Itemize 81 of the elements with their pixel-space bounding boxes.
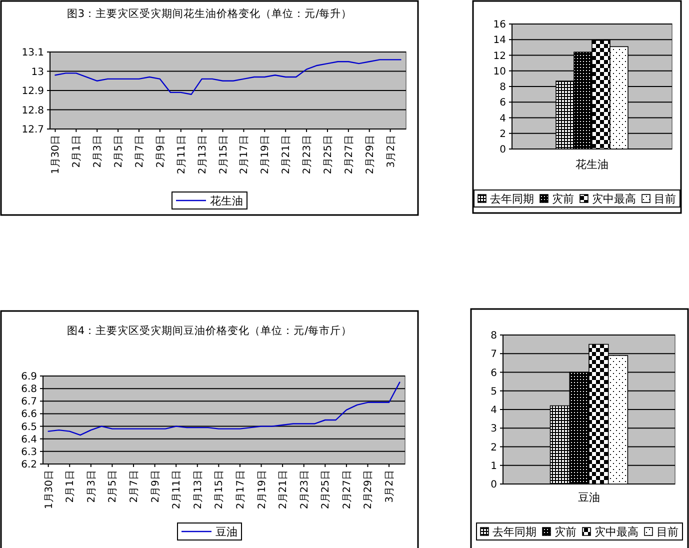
x-tick-label: 2月1日	[65, 470, 76, 503]
y-tick-label: 6.2	[21, 460, 37, 470]
x-tick-label: 2月17日	[239, 135, 250, 174]
x-tick-label: 1月30日	[44, 470, 55, 510]
y-tick-label: 6.7	[21, 396, 37, 408]
x-tick-label: 2月17日	[235, 470, 246, 510]
x-tick-label: 2月25日	[320, 470, 332, 510]
x-tick-label: 豆油	[578, 491, 600, 504]
x-tick-label: 2月27日	[344, 135, 355, 174]
line-series	[54, 59, 402, 95]
x-tick-label: 2月7日	[134, 135, 146, 168]
y-tick-label: 12.7	[22, 124, 44, 136]
x-tick-label: 2月7日	[129, 470, 140, 503]
y-tick-label: 8	[490, 330, 497, 342]
y-tick-label: 10	[493, 66, 506, 78]
y-tick-label: 0	[500, 144, 506, 156]
y-tick-label: 12	[493, 50, 506, 62]
x-tick-label: 2月5日	[114, 135, 125, 168]
chart-title: 图3：主要灾区受灾期间花生油价格变化（单位：元/每升）	[66, 7, 352, 20]
x-tick-label: 2月23日	[299, 470, 310, 510]
y-tick-label: 6	[490, 368, 497, 379]
y-tick-label: 2	[500, 128, 506, 140]
y-tick-label: 16	[493, 20, 506, 30]
y-tick-label: 12.8	[22, 105, 44, 116]
x-tick-label: 2月19日	[260, 135, 272, 174]
x-tick-label: 2月25日	[322, 135, 334, 174]
y-tick-label: 6.9	[21, 372, 37, 382]
line-series	[48, 382, 400, 436]
chart-title: 图4：主要灾区受灾期间豆油价格变化（单位：元/每市斤）	[66, 324, 352, 337]
x-tick-label: 2月21日	[278, 470, 290, 510]
x-tick-label: 2月15日	[218, 135, 230, 174]
y-tick-label: 6	[500, 98, 506, 109]
x-tick-label: 2月21日	[281, 135, 292, 174]
y-tick-label: 8	[500, 82, 506, 93]
y-tick-label: 6.5	[21, 422, 37, 433]
y-tick-label: 7	[490, 349, 497, 360]
legend-label: 灾前	[554, 526, 576, 538]
y-tick-label: 2	[490, 442, 497, 454]
legend-label: 豆油	[216, 526, 238, 538]
legend-label: 灾中最高	[594, 526, 638, 538]
x-tick-label: 2月13日	[192, 470, 204, 510]
x-tick-label: 2月9日	[155, 135, 166, 168]
x-tick-label: 2月11日	[172, 470, 183, 510]
x-tick-label: 2月5日	[108, 470, 119, 503]
x-tick-label: 3月2日	[384, 470, 396, 503]
y-tick-label: 14	[493, 35, 506, 46]
x-tick-label: 2月1日	[72, 135, 83, 168]
x-tick-label: 3月2日	[386, 135, 397, 168]
x-tick-label: 2月15日	[214, 470, 226, 510]
legend-label: 灾中最高	[592, 192, 636, 206]
x-tick-label: 2月29日	[363, 470, 374, 510]
x-tick-label: 2月11日	[176, 135, 188, 174]
y-tick-label: 4	[490, 405, 497, 416]
x-tick-label: 2月3日	[92, 135, 104, 168]
y-tick-label: 1	[490, 460, 497, 472]
x-tick-label: 花生油	[576, 158, 608, 171]
x-tick-label: 2月29日	[364, 135, 376, 174]
legend-label: 去年同期	[490, 192, 534, 206]
x-tick-label: 2月9日	[150, 470, 162, 503]
x-tick-label: 1月30日	[50, 135, 62, 174]
y-tick-label: 6.4	[21, 434, 37, 446]
y-tick-label: 12.9	[22, 86, 44, 97]
legend-label: 目前	[656, 526, 678, 538]
y-tick-label: 13.1	[22, 48, 44, 58]
legend-label: 花生油	[210, 194, 243, 208]
x-tick-label: 2月3日	[86, 470, 98, 503]
y-tick-label: 6.6	[21, 409, 37, 420]
y-tick-label: 3	[490, 424, 497, 435]
y-tick-label: 13	[31, 66, 44, 78]
x-tick-label: 2月13日	[197, 135, 208, 174]
legend-label: 目前	[654, 192, 676, 206]
y-tick-label: 4	[500, 113, 506, 124]
legend-label: 灾前	[552, 192, 574, 206]
x-tick-label: 2月23日	[302, 135, 314, 174]
x-tick-label: 2月19日	[256, 470, 268, 510]
x-tick-label: 2月27日	[342, 470, 353, 510]
y-tick-label: 6.8	[21, 384, 37, 396]
y-tick-label: 0	[490, 480, 497, 490]
y-tick-label: 6.3	[21, 446, 37, 458]
legend-label: 去年同期	[492, 526, 536, 538]
y-tick-label: 5	[490, 386, 497, 398]
